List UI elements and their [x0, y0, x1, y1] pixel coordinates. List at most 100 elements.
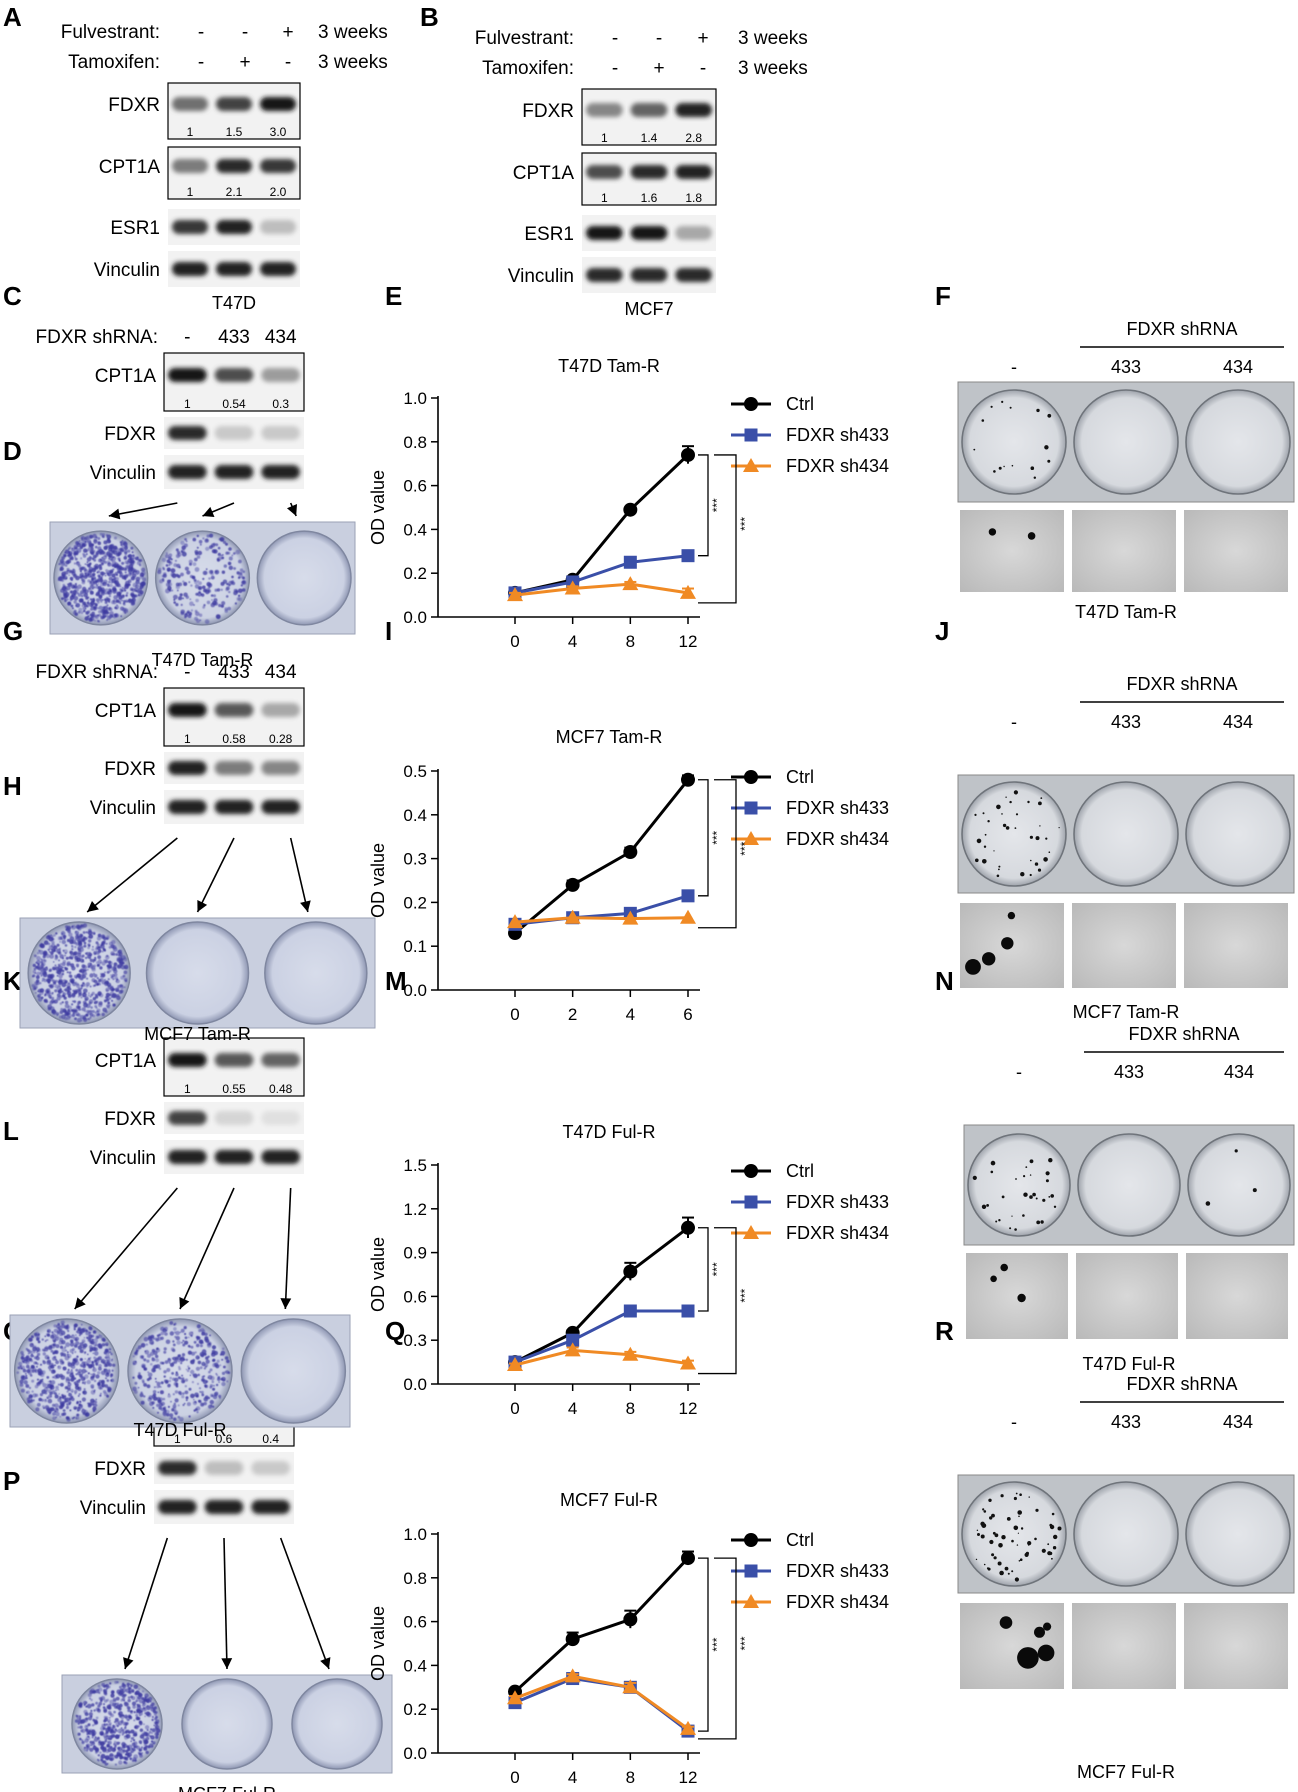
colony — [86, 1358, 92, 1364]
colony — [94, 566, 99, 570]
colony — [105, 1716, 109, 1720]
colony — [16, 1371, 20, 1374]
colony — [194, 557, 198, 562]
agar-colony — [1047, 1543, 1050, 1546]
agar-colony — [1029, 1159, 1034, 1164]
colony — [178, 596, 183, 601]
colony — [38, 1397, 42, 1402]
colony — [77, 1371, 81, 1376]
colony — [65, 956, 69, 960]
colony — [143, 1730, 146, 1733]
colony — [109, 543, 115, 549]
colony — [46, 1397, 49, 1399]
blot-label: Vinculin — [508, 266, 574, 287]
colony — [110, 974, 112, 976]
colony — [58, 1405, 63, 1410]
colony — [105, 569, 109, 573]
colony — [39, 966, 45, 972]
data-point — [507, 914, 523, 929]
colony — [197, 1373, 200, 1377]
colony — [103, 940, 106, 943]
colony — [185, 1399, 188, 1402]
colony — [57, 1365, 62, 1370]
colony — [102, 1741, 106, 1745]
colony — [56, 1324, 61, 1329]
colony — [179, 1357, 182, 1360]
colony — [163, 1375, 166, 1378]
colony — [117, 557, 121, 561]
colony — [70, 604, 74, 608]
colony — [95, 1374, 100, 1379]
legend-marker — [743, 831, 759, 845]
colony — [180, 540, 185, 546]
colony — [45, 1390, 48, 1393]
colony — [182, 1343, 186, 1347]
agar-colony — [995, 1220, 998, 1223]
colony — [119, 1685, 122, 1689]
colony — [132, 1386, 137, 1392]
colony — [26, 1364, 30, 1369]
colony — [95, 995, 99, 999]
colony — [85, 1330, 90, 1336]
colony — [66, 1371, 70, 1375]
colony — [182, 1403, 185, 1407]
colony — [76, 1413, 80, 1417]
agar-colony — [993, 470, 996, 473]
colony — [94, 619, 96, 622]
colony — [164, 1360, 169, 1364]
colony — [151, 1732, 154, 1734]
colony — [195, 1394, 199, 1398]
colony — [97, 1754, 101, 1757]
y-axis-label: OD value — [368, 1606, 388, 1681]
colony — [97, 540, 100, 544]
colony — [86, 1009, 90, 1014]
colony — [42, 958, 46, 962]
colony — [44, 1354, 50, 1360]
colony — [110, 1713, 114, 1718]
chart-title: MCF7 Tam-R — [556, 727, 663, 747]
legend-marker — [743, 1594, 759, 1608]
colony — [81, 543, 86, 548]
y-tick-label: 0.2 — [403, 1700, 427, 1719]
colony — [134, 1725, 139, 1730]
colony — [160, 1401, 165, 1406]
colony — [44, 1347, 47, 1350]
agar-colony — [1001, 1195, 1005, 1199]
colony — [73, 551, 77, 555]
colony — [204, 1384, 209, 1389]
colony — [69, 936, 75, 941]
colony — [74, 941, 78, 945]
colony — [191, 1381, 194, 1384]
colony — [34, 1384, 39, 1389]
significance-stars: *** — [738, 517, 752, 531]
agar-colony — [1045, 1171, 1050, 1176]
colony — [145, 1343, 148, 1346]
colony — [91, 1703, 95, 1707]
colony — [66, 982, 71, 987]
colony — [19, 1365, 22, 1367]
colony — [94, 981, 100, 986]
colony — [115, 1734, 120, 1739]
blot-strip-vinculin: Vinculin — [90, 790, 304, 824]
colony — [175, 1330, 180, 1336]
colony — [81, 537, 84, 540]
legend-label: FDXR sh433 — [786, 798, 889, 818]
agar-colony — [1015, 1178, 1017, 1180]
colony — [143, 1336, 149, 1342]
colony — [57, 579, 60, 581]
legend-marker — [744, 397, 758, 411]
colony — [141, 567, 146, 572]
colony — [56, 974, 59, 977]
colony — [40, 943, 45, 949]
colony — [124, 966, 128, 969]
colony — [79, 598, 84, 603]
colony — [68, 932, 73, 937]
colony — [39, 1363, 43, 1366]
agar-colony — [1020, 872, 1025, 877]
colony — [110, 1373, 113, 1376]
treatment-mark: - — [198, 52, 204, 73]
colony — [112, 978, 115, 981]
colony — [79, 976, 84, 981]
colony — [203, 570, 208, 576]
colony — [115, 980, 118, 983]
